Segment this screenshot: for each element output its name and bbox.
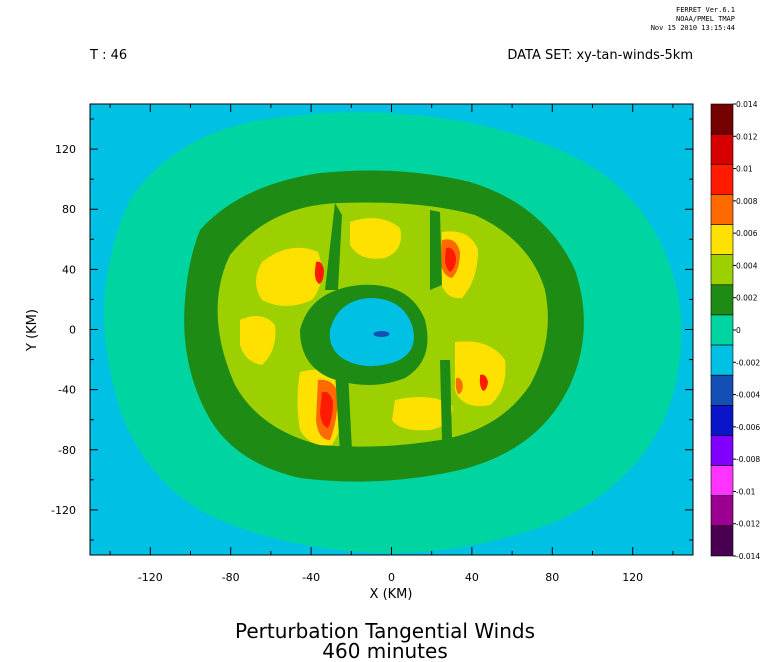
colorbar-swatch [710,525,734,557]
ferret-stamp: FERRET Ver.6.1 NOAA/PMEL TMAP Nov 15 201… [651,6,735,32]
y-tick-label: 0 [69,324,76,337]
ferret-date: Nov 15 2010 13:15:44 [651,24,735,32]
colorbar-label: -0.008 [736,455,760,464]
colorbar-swatch [710,435,734,466]
patch-north-west-red [314,261,324,284]
x-tick-label: -80 [222,571,240,584]
colorbar-label: 0.006 [736,229,758,238]
colorbar-swatch [710,194,734,225]
colorbar-label: -0.012 [736,520,760,529]
patch-west-yellow [240,316,276,365]
colorbar-label: 0 [736,326,741,335]
colorbar-swatch [710,103,734,135]
ferret-org: NOAA/PMEL TMAP [676,15,735,23]
y-tick-label: -40 [58,384,76,397]
shear-band-south-east [440,360,452,440]
colorbar-swatch [710,254,734,286]
colorbar-swatch [710,163,734,195]
chart-subtitle: 460 minutes [322,639,448,662]
radial-shear-bands [325,203,452,452]
colorbar-swatch [710,314,734,346]
patch-south-west-red [320,391,333,428]
patch-south-east-yellow [392,396,453,431]
colorbar-label: 0.008 [736,197,758,206]
patch-east-orange [455,377,463,394]
high-value-patches [240,218,506,446]
colorbar-swatch [710,405,734,436]
colorbar-label: -0.006 [736,423,760,432]
colorbar-swatch [710,224,734,255]
x-axis: -120 -80 -40 0 40 80 120 [109,104,674,584]
y-tick-label: 80 [62,203,76,216]
patch-east-red [479,374,488,391]
patch-east-yellow [455,341,506,406]
time-label: T : 46 [89,48,127,63]
y-axis-label: Y (KM) [25,309,40,352]
colorbar-swatch [710,344,734,376]
contour-field [90,104,693,555]
colorbar-swatch [710,284,734,316]
y-axis: 120 80 40 0 -40 -80 -120 [51,118,693,541]
shear-band-north-west [325,203,342,290]
patch-north-yellow [350,218,401,259]
shear-band-north-east [430,210,442,290]
shear-band-south-west [335,372,352,452]
x-tick-label: 40 [465,571,479,584]
ferret-version: FERRET Ver.6.1 [676,6,735,14]
patch-north-east-red [445,247,456,272]
x-tick-label: 80 [545,571,559,584]
colorbar-label: 0.002 [736,294,758,303]
dataset-label: DATA SET: xy-tan-winds-5km [507,48,693,63]
chart-title: Perturbation Tangential Winds [235,619,535,643]
colorbar: 0.014 0.012 0.01 0.008 0.006 0.004 0.002 0 -0.00… [710,100,760,561]
y-tick-label: -80 [58,444,76,457]
x-tick-label: 120 [622,571,643,584]
colorbar-swatch [710,495,734,527]
y-tick-label: -120 [51,504,76,517]
colorbar-label: 0.004 [736,261,758,270]
colorbar-swatch [710,465,734,497]
colorbar-label: 0.012 [736,132,758,141]
colorbar-swatch [710,374,734,406]
y-tick-label: 40 [62,263,76,276]
colorbar-label: 0.014 [736,100,758,109]
eye-minimum-patch [373,331,390,338]
colorbar-label: 0.01 [736,165,753,174]
x-tick-label: -120 [138,571,163,584]
x-tick-label: -40 [302,571,320,584]
patch-north-west-yellow [256,247,322,306]
eye-contour [329,298,414,367]
x-tick-label: 0 [388,571,395,584]
colorbar-label: -0.004 [736,391,760,400]
colorbar-label: -0.002 [736,358,760,367]
colorbar-label: -0.014 [736,552,760,561]
colorbar-label: -0.01 [736,487,756,496]
colorbar-swatch [710,133,734,165]
x-axis-label: X (KM) [370,587,413,602]
y-tick-label: 120 [55,143,76,156]
